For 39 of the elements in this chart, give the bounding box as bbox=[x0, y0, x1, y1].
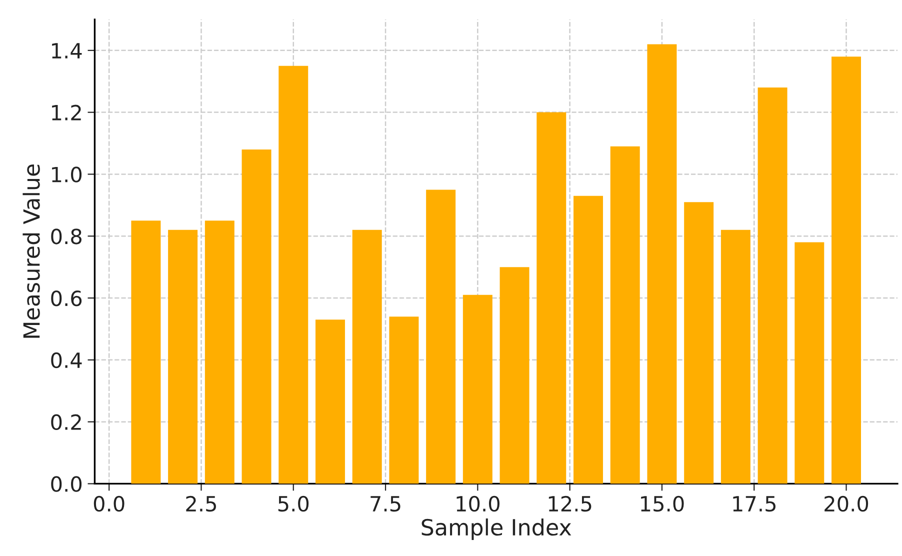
y-tick-label: 0.4 bbox=[51, 352, 82, 368]
x-axis-title: Sample Index bbox=[422, 518, 572, 540]
bar bbox=[536, 112, 566, 484]
bar bbox=[426, 190, 456, 484]
x-tick-label: 2.5 bbox=[186, 496, 216, 512]
bar bbox=[315, 320, 345, 484]
bar bbox=[610, 146, 640, 484]
bar bbox=[684, 202, 714, 484]
bar bbox=[720, 230, 750, 484]
bar bbox=[352, 230, 382, 484]
x-tick-label: 12.5 bbox=[548, 496, 592, 512]
bar bbox=[647, 44, 677, 484]
bar bbox=[500, 267, 530, 484]
x-tick-label: 17.5 bbox=[733, 496, 776, 512]
bar bbox=[131, 220, 161, 484]
y-tick-label: 1.4 bbox=[52, 43, 82, 58]
bar bbox=[462, 294, 492, 484]
x-tick-label: 15.0 bbox=[641, 496, 684, 512]
x-tick-label: 5.0 bbox=[278, 496, 309, 512]
bar bbox=[832, 56, 861, 484]
bar bbox=[758, 88, 788, 484]
y-tick-label: 1.2 bbox=[52, 104, 81, 120]
x-tick-label: 7.5 bbox=[370, 496, 400, 512]
y-tick-label: 0.8 bbox=[51, 228, 82, 244]
x-tick-label: 20.0 bbox=[824, 496, 868, 512]
x-tick-label: 10.0 bbox=[456, 496, 500, 512]
bar bbox=[278, 66, 308, 484]
bar bbox=[168, 230, 198, 484]
y-tick-label: 0.2 bbox=[51, 414, 81, 430]
bar bbox=[242, 149, 272, 484]
bar bbox=[389, 316, 419, 484]
bar bbox=[204, 220, 234, 484]
x-tick-label: 0.0 bbox=[94, 496, 124, 512]
y-tick-label: 1.0 bbox=[52, 166, 82, 182]
y-tick-label: 0.6 bbox=[51, 290, 82, 306]
bar bbox=[574, 196, 603, 484]
y-axis-title: Measured Value bbox=[22, 164, 40, 338]
y-tick-label: 0.0 bbox=[51, 476, 82, 492]
bar bbox=[794, 242, 824, 484]
